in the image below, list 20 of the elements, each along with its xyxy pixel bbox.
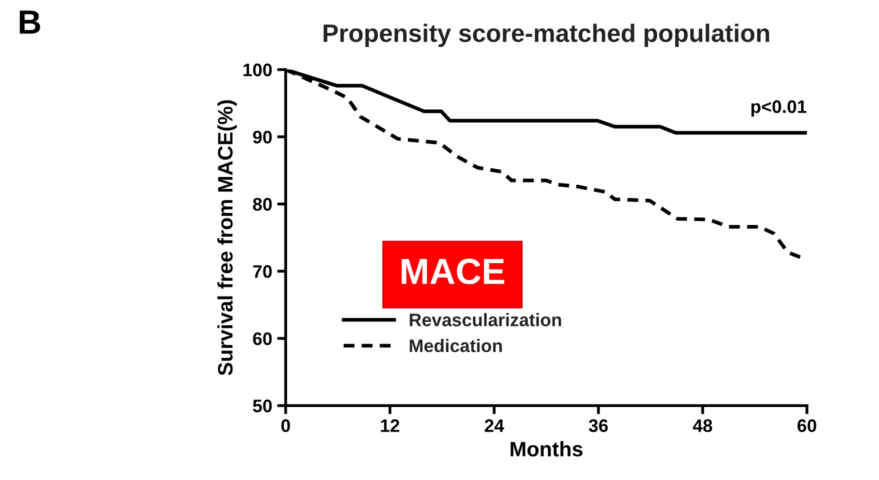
y-tick-label: 100 <box>243 64 272 76</box>
chart-title: Propensity score-matched population <box>324 24 770 48</box>
x-tick-label: 36 <box>588 419 608 432</box>
annotation: p<0.01 <box>751 100 806 117</box>
x-tick-label: 0 <box>281 419 290 432</box>
x-tick-label: 60 <box>798 419 816 432</box>
legend-label: Revascularization <box>410 313 562 326</box>
legend-label: Medication <box>410 338 502 352</box>
y-tick-label: 50 <box>252 400 272 412</box>
x-axis-title: Months <box>510 441 582 456</box>
y-axis-title: Survival free from MACE(%) <box>217 100 237 376</box>
text: B <box>20 10 40 34</box>
x-tick-label: 24 <box>484 419 504 432</box>
x-tick-label: 48 <box>692 419 712 432</box>
y-tick-label: 90 <box>253 130 272 144</box>
y-tick-label: 80 <box>252 198 272 211</box>
y-tick-label: 70 <box>253 265 272 278</box>
x-tick-label: 12 <box>381 419 400 432</box>
annotation: MACE <box>402 258 504 284</box>
y-tick-label: 60 <box>253 332 272 346</box>
